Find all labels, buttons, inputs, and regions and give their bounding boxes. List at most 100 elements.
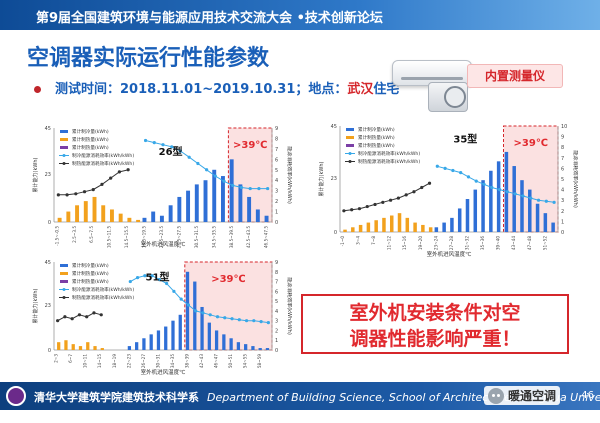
series-point xyxy=(529,196,533,200)
series-point xyxy=(239,185,244,190)
bar xyxy=(93,346,97,350)
threshold-label: >39℃ xyxy=(514,138,548,149)
bar xyxy=(86,342,90,350)
bar xyxy=(64,340,68,350)
legend-label: 制冷能源消耗效率(kWh/kWh) xyxy=(358,150,420,157)
bar xyxy=(142,217,147,222)
bar xyxy=(465,199,470,232)
bar xyxy=(481,180,485,232)
series-point xyxy=(179,297,183,301)
y-axis-label-right: 能源消耗效率(kWh/kWh) xyxy=(286,146,292,204)
legend-swatch xyxy=(60,130,68,133)
y-tick-right: 0 xyxy=(275,220,278,226)
y-tick-right: 6 xyxy=(275,289,278,295)
bar xyxy=(203,180,208,222)
y-tick-right: 3 xyxy=(561,198,564,204)
legend-label: 累计制冷量(kWh) xyxy=(72,128,109,135)
bar xyxy=(127,217,132,222)
callout-line-1: 室外机安装条件对空 xyxy=(349,302,521,324)
bar xyxy=(57,342,61,350)
bar xyxy=(236,342,241,350)
legend-swatch xyxy=(346,144,354,147)
threshold-label: >39℃ xyxy=(211,274,245,285)
series-point xyxy=(143,274,147,278)
x-tick-label: 19~20 xyxy=(418,236,423,251)
series-point xyxy=(92,311,96,315)
bar xyxy=(171,320,175,350)
wechat-icon xyxy=(488,387,504,404)
series-point xyxy=(266,321,270,325)
x-tick-label: 10.5~11.5 xyxy=(107,226,112,248)
legend-label: 制热能源消耗效率(kWh/kWh) xyxy=(72,160,134,167)
series-point xyxy=(459,171,463,175)
bar xyxy=(551,222,555,232)
page-number: 46 xyxy=(581,390,594,401)
series-point xyxy=(482,182,486,186)
x-tick-label: 2~3 xyxy=(54,354,59,363)
series-point xyxy=(257,186,261,191)
x-tick-label: 27~28 xyxy=(449,236,454,251)
chart-51: 0 23 45 0 1 2 3 4 5 6 7 8 9 2~3 6~7 10~11 14~15 18~19 22~2… xyxy=(30,254,292,376)
bar xyxy=(57,217,62,222)
series-point xyxy=(237,318,241,322)
series-point xyxy=(373,202,377,207)
legend-label: 制热能源消耗效率(kWh/kWh) xyxy=(72,294,134,301)
bar xyxy=(397,213,402,232)
series-point xyxy=(126,168,130,172)
bar xyxy=(244,344,248,350)
y-tick-right: 4 xyxy=(275,178,278,184)
x-tick-label: 47~48 xyxy=(527,236,532,251)
x-tick-label: 3~4 xyxy=(355,236,360,245)
x-tick-label: 23~24 xyxy=(433,236,438,251)
threshold-label: >39℃ xyxy=(233,140,267,151)
y-tick-right: 4 xyxy=(275,309,278,315)
series-point xyxy=(196,161,200,166)
series-point xyxy=(65,193,69,197)
x-tick-label: 10~11 xyxy=(83,354,88,369)
legend-swatch xyxy=(60,146,68,149)
series-point xyxy=(150,274,154,278)
model-label: 26型 xyxy=(159,145,183,158)
y-tick-left: 45 xyxy=(45,260,51,266)
y-tick-left: 23 xyxy=(45,303,51,309)
bar xyxy=(496,161,501,232)
legend-swatch xyxy=(62,154,66,157)
series-point xyxy=(85,315,89,319)
x-tick-label: 2.5~3.5 xyxy=(72,226,77,243)
bar xyxy=(168,205,173,222)
bar xyxy=(264,215,269,222)
series-point xyxy=(186,303,191,307)
y-tick-left: 0 xyxy=(334,230,337,236)
bar xyxy=(442,222,446,232)
bar xyxy=(366,222,371,232)
x-tick-label: 58~59 xyxy=(257,354,262,369)
series-point xyxy=(170,145,174,149)
series-point xyxy=(70,317,74,321)
university-logo-icon xyxy=(6,386,26,406)
x-axis-label: 室外机进风温度℃ xyxy=(141,368,186,376)
legend-swatch xyxy=(346,128,354,131)
test-info: 测试时间：2018.11.01~2019.10.31；地点：武汉住宅 xyxy=(34,78,399,97)
bar xyxy=(164,326,168,350)
x-tick-label: 22.5~23.5 xyxy=(159,226,164,248)
x-tick-label: -1.5~-0.5 xyxy=(54,226,59,246)
series-point xyxy=(172,289,176,293)
watermark: 暖通空调 xyxy=(484,386,561,405)
series-point xyxy=(451,168,455,173)
x-tick-label: 11~12 xyxy=(387,236,392,251)
bar xyxy=(389,215,394,232)
bar xyxy=(255,209,260,222)
y-tick-right: 1 xyxy=(275,210,278,216)
series-point xyxy=(215,315,220,319)
bar xyxy=(186,190,191,222)
legend-swatch xyxy=(62,162,66,165)
series-point xyxy=(404,193,408,197)
y-axis-label-right: 能源消耗效率(kWh/kWh) xyxy=(572,150,578,208)
series-point xyxy=(205,168,209,172)
x-tick-label: 39~40 xyxy=(496,236,501,251)
x-tick-label: 42~43 xyxy=(199,354,204,369)
series-point xyxy=(117,170,121,174)
bar xyxy=(136,219,141,222)
bar xyxy=(207,322,211,350)
